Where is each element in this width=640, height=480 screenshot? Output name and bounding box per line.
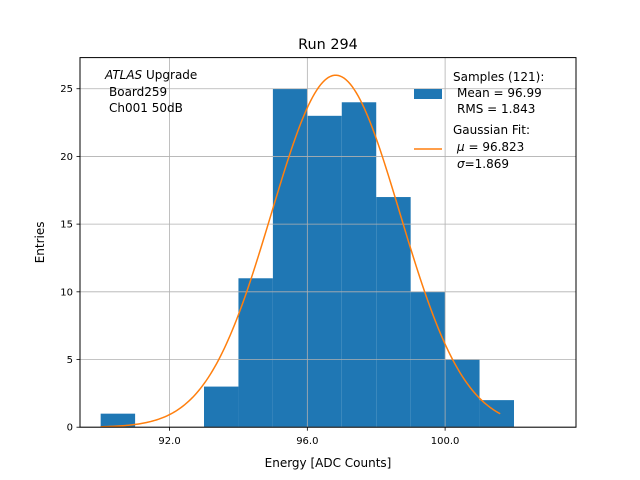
y-tick-label: 0: [67, 423, 73, 434]
sigma-value: =1.869: [465, 157, 509, 171]
y-tick-label: 5: [67, 355, 73, 366]
y-tick-label: 15: [60, 220, 73, 231]
histogram-bar: [479, 400, 514, 428]
legend-hist-title: Samples (121):: [453, 70, 544, 84]
annotation-board: Board259: [109, 85, 167, 99]
histogram-bar: [445, 359, 480, 428]
legend-fit-title: Gaussian Fit:: [453, 123, 530, 137]
histogram-bar: [238, 278, 273, 428]
x-axis-label: Energy [ADC Counts]: [265, 456, 392, 470]
histogram-bar: [272, 88, 308, 428]
annotation-line-1: ATLAS Upgrade: [104, 68, 197, 82]
x-tick-label: 100.0: [431, 436, 460, 447]
legend-hist-swatch: [414, 89, 442, 99]
x-tick-label: 92.0: [158, 436, 180, 447]
chart-title: Run 294: [298, 37, 358, 53]
x-axis-ticks: 92.0 96.0 100.0: [158, 427, 459, 447]
y-tick-label: 10: [60, 287, 73, 298]
legend-fit-sigma: σ=1.869: [457, 157, 509, 171]
histogram-bar: [307, 115, 342, 428]
histogram-bars: [100, 88, 514, 428]
experiment-annotation: ATLAS Upgrade Board259 Ch001 50dB: [104, 68, 197, 115]
legend-fit-mu: μ = 96.823: [456, 140, 524, 154]
legend-hist-mean: Mean = 96.99: [457, 86, 542, 100]
legend-hist-rms: RMS = 1.843: [457, 102, 535, 116]
histogram-bar: [204, 386, 239, 428]
y-axis-ticks: 0 5 10 15 20 25: [60, 84, 80, 434]
sigma-symbol: σ: [457, 157, 465, 171]
histogram-bar: [376, 197, 411, 428]
fit-curve-layer: [100, 74, 501, 428]
y-tick-label: 25: [60, 84, 73, 95]
axes-frame: [79, 57, 577, 428]
mu-value: = 96.823: [465, 140, 525, 154]
histogram-bar: [341, 102, 377, 428]
histogram-bar: [100, 413, 136, 428]
annotation-channel: Ch001 50dB: [109, 101, 183, 115]
gaussian-fit-curve: [100, 74, 501, 428]
y-axis-label: Entries: [33, 222, 47, 264]
upgrade-label: Upgrade: [142, 68, 197, 82]
y-tick-label: 20: [60, 152, 73, 163]
x-tick-label: 96.0: [296, 436, 318, 447]
atlas-label: ATLAS: [104, 68, 143, 82]
mu-symbol: μ: [456, 140, 465, 154]
legend: Samples (121): Mean = 96.99 RMS = 1.843 …: [414, 70, 544, 171]
